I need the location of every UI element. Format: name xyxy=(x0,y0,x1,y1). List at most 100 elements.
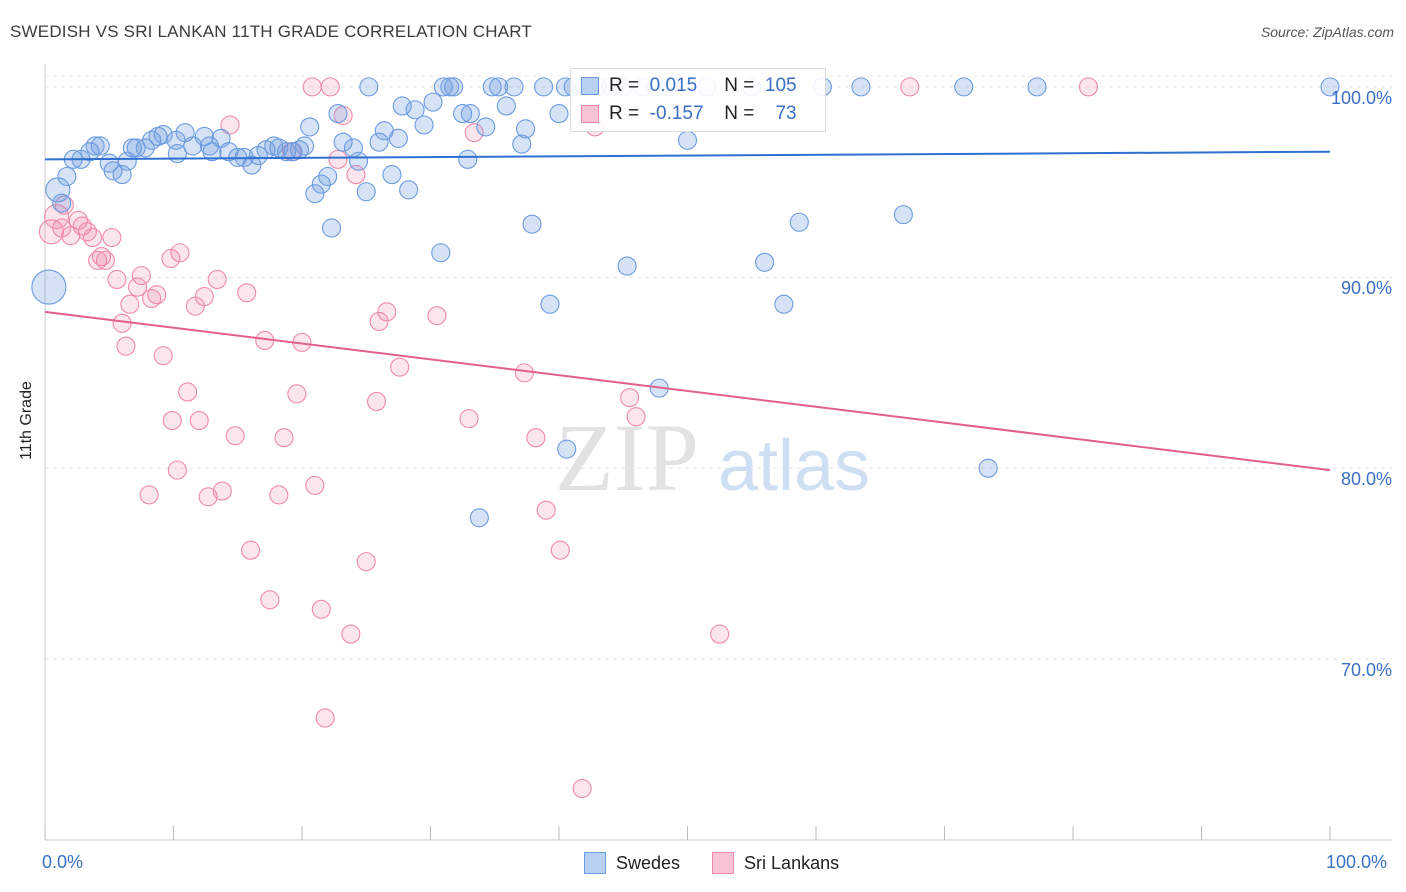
sri-lankan-point xyxy=(328,149,348,169)
sri-lankan-point xyxy=(514,363,534,383)
x-tick-label-left: 0.0% xyxy=(42,852,84,872)
sri-lankans-points xyxy=(38,77,1098,799)
legend-item-swedes[interactable]: Swedes xyxy=(584,852,680,874)
sri-lankan-point xyxy=(139,485,159,505)
sri-lankan-point xyxy=(260,590,280,610)
sri-lankan-point xyxy=(116,336,136,356)
swede-point xyxy=(540,294,560,314)
sri-lankan-point xyxy=(82,227,103,248)
sri-lankan-point xyxy=(153,346,173,366)
legend-r-label: R = xyxy=(609,103,640,124)
trend-lines xyxy=(44,150,1331,472)
swede-point xyxy=(359,77,379,97)
swede-point xyxy=(348,151,369,171)
swede-point xyxy=(534,77,554,97)
sri-lankan-point xyxy=(377,302,397,322)
sri-lankan-point xyxy=(302,77,322,97)
swede-point xyxy=(382,165,402,185)
swede-point xyxy=(423,92,443,112)
sri-lankan-point xyxy=(356,552,376,572)
swede-point xyxy=(460,104,480,124)
sri-lankan-point xyxy=(320,77,340,97)
swedes-trend-line xyxy=(44,150,1331,161)
sri-lankan-point xyxy=(311,599,331,619)
source-label: Source: ZipAtlas.com xyxy=(1260,24,1394,40)
swede-point xyxy=(496,96,516,116)
sri-lankan-point xyxy=(1078,77,1098,97)
sri-lankan-point xyxy=(900,77,920,97)
legend-swatch-pink xyxy=(581,105,599,123)
sri-lankan-point xyxy=(550,540,570,560)
swede-point xyxy=(300,117,320,137)
sri-lankan-point xyxy=(44,203,70,230)
sri-lankan-point xyxy=(194,287,214,307)
swedes-swatch xyxy=(584,852,606,874)
swede-point xyxy=(677,130,698,150)
sri-lankan-point xyxy=(626,407,646,427)
sri-lankan-point xyxy=(269,485,289,505)
watermark-zip: ZIP xyxy=(555,404,699,511)
swede-point xyxy=(851,77,871,97)
sri-lankan-point xyxy=(77,222,97,242)
sri-lankan-point xyxy=(38,219,64,245)
swede-point xyxy=(954,77,974,97)
legend-r-label: R = xyxy=(609,75,640,96)
y-tick-label-80: 80.0% xyxy=(1340,469,1392,489)
sri-lankan-point xyxy=(305,475,325,495)
swede-point xyxy=(516,119,536,139)
y-tick-label-70: 70.0% xyxy=(1340,660,1392,680)
sri-lankan-point xyxy=(120,294,140,314)
swede-point xyxy=(1027,77,1047,97)
legend-item-sri-lankans[interactable]: Sri Lankans xyxy=(712,852,839,874)
swede-point xyxy=(388,128,408,148)
sri-lankan-point xyxy=(198,487,218,507)
swede-point xyxy=(356,182,376,202)
swede-point xyxy=(153,124,173,145)
swede-point xyxy=(1320,77,1340,97)
legend-label-sri-lankans: Sri Lankans xyxy=(744,852,840,873)
swede-point xyxy=(469,508,489,528)
legend-row-swedes: R = 0.015 N = 105 xyxy=(581,73,797,99)
sri-lankan-point xyxy=(142,288,162,309)
sri-lankan-point xyxy=(127,277,148,297)
axes xyxy=(44,64,1392,841)
sri-lankan-point xyxy=(341,624,361,644)
legend-swatch-blue xyxy=(581,77,599,95)
swede-point xyxy=(135,138,155,158)
swede-point xyxy=(433,77,453,97)
sri-lankan-point xyxy=(107,269,127,289)
legend-label-swedes: Swedes xyxy=(616,852,681,873)
legend-n-value: 73 xyxy=(775,103,797,124)
sri-lankan-point xyxy=(88,250,108,270)
sri-lankan-point xyxy=(212,481,232,501)
swede-point xyxy=(399,180,419,200)
y-tick-label-100: 100.0% xyxy=(1330,88,1392,108)
sri-lankan-point xyxy=(102,227,122,248)
watermark-atlas: atlas xyxy=(718,426,870,506)
swede-point xyxy=(311,174,331,194)
sri-lankans-trend-line xyxy=(44,310,1331,472)
legend-r-value: -0.157 xyxy=(649,103,704,124)
sri-lankan-point xyxy=(369,311,389,331)
swede-point xyxy=(369,132,389,152)
swede-point xyxy=(248,145,268,166)
sri-lankan-point xyxy=(526,428,546,448)
swede-point xyxy=(774,294,794,314)
swede-point xyxy=(90,136,110,156)
swede-point xyxy=(194,126,214,147)
sri-lankan-point xyxy=(131,266,151,286)
sri-lankan-point xyxy=(620,388,640,408)
swede-point xyxy=(453,104,473,124)
swede-point xyxy=(295,136,315,156)
swede-point xyxy=(328,104,348,124)
legend-row-sri-lankans: R = -0.157 N = 73 xyxy=(581,101,797,127)
swede-point xyxy=(31,269,67,305)
swede-point xyxy=(333,132,353,152)
swede-point xyxy=(322,218,342,238)
swede-point xyxy=(283,142,303,162)
swede-point xyxy=(431,243,451,263)
sri-lankan-point xyxy=(220,115,240,135)
sri-lankan-point xyxy=(95,250,115,270)
swede-point xyxy=(57,166,77,187)
